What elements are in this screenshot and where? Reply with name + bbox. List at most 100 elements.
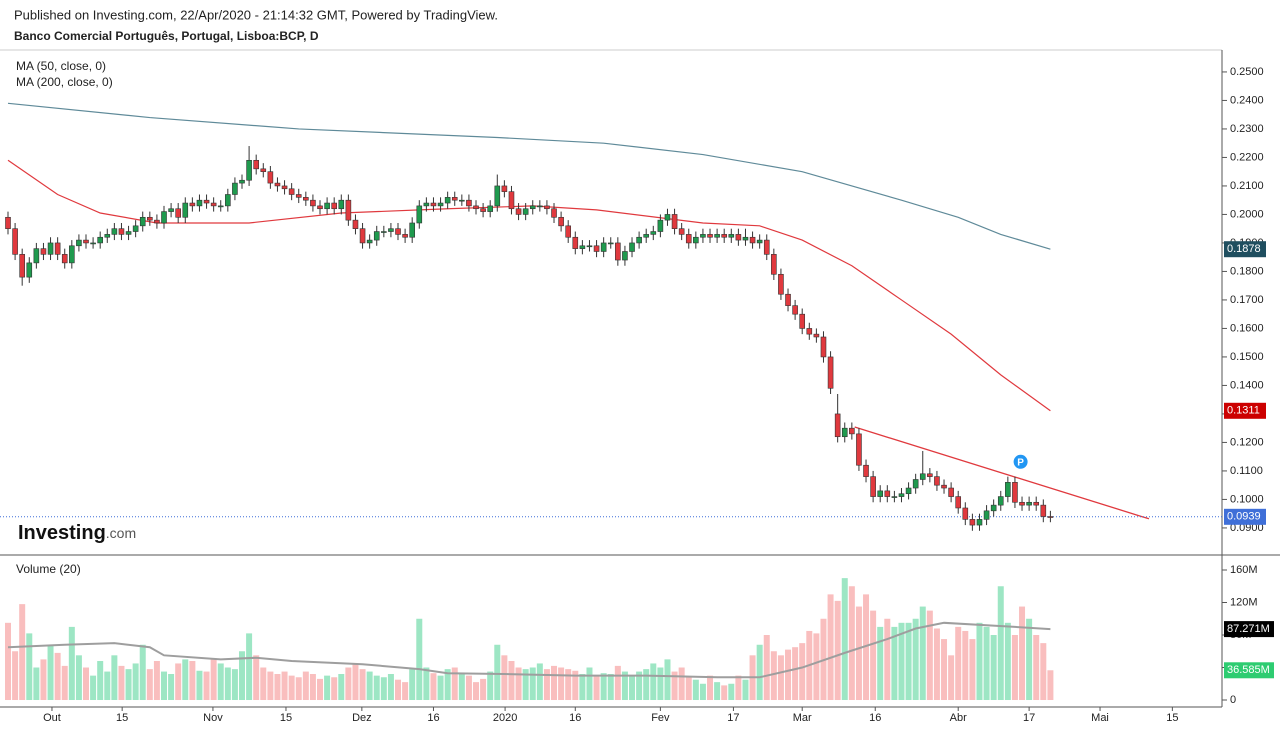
volume-bar [692,679,699,701]
volume-bar [210,659,217,701]
volume-bar [465,675,472,701]
candle-body [572,236,579,249]
volume-bar [969,639,976,701]
x-tick-label: Out [43,712,61,724]
volume-title: Volume (20) [16,562,81,576]
volume-bar [1040,643,1047,701]
candle-body [685,234,692,244]
candle-body [1019,501,1025,506]
volume-bar [792,647,799,701]
x-tick-label: 17 [727,712,739,724]
volume-bar [302,671,309,701]
volume-bar [770,651,777,701]
candle-body [5,216,11,229]
candle-body [841,427,848,438]
volume-bar [636,671,643,701]
candle-body [721,234,728,238]
value-tag-label: 0.1878 [1227,243,1261,255]
x-tick-label: 15 [280,712,292,724]
volume-bar [153,661,160,701]
candle-body [735,234,742,241]
volume-bar [97,661,104,701]
volume-bar [68,626,75,701]
volume-bar [551,665,558,701]
volume-bar [742,679,749,701]
y-tick-label: 0.1000 [1230,493,1264,505]
volume-bar [976,622,983,701]
candle-body [678,228,685,235]
volume-bar [104,671,111,701]
volume-bar [919,606,926,701]
volume-bar [848,586,855,701]
candle-body [480,208,486,212]
candle-body [1033,501,1040,506]
value-tag-label: 87.271M [1227,623,1270,635]
volume-bar [941,639,948,701]
volume-bar [834,600,841,701]
volume-bar [359,669,366,701]
volume-bar [132,663,139,701]
candle-body [437,202,444,207]
volume-bar [317,678,324,701]
candle-body [941,484,947,489]
candle-body [997,496,1004,506]
volume-bar [203,671,210,701]
candle-body [217,205,224,208]
candle-body [849,427,855,435]
volume-bar [898,622,905,701]
annotation-marker [1013,454,1028,469]
volume-bar [239,651,246,701]
volume-bar [565,669,572,701]
candle-body [352,219,359,229]
volume-bar [40,659,47,701]
volume-bar [324,675,331,701]
logo-brand: Investing.com [18,522,136,544]
candle-body [40,248,47,255]
legend-entry: MA (200, close, 0) [16,75,113,89]
volume-bar [543,669,550,701]
volume-bar [331,677,338,701]
volume-bar [905,622,912,701]
x-tick-label: 16 [427,712,439,724]
candle-body [232,182,238,195]
candle-body [615,242,621,261]
y-tick-label: 120M [1230,596,1258,608]
volume-bar [813,633,820,701]
candle-body [593,245,600,252]
y-tick-label: 0.2100 [1230,180,1264,192]
volume-bar [111,655,118,701]
candle-body [61,254,68,264]
volume-bar [437,675,444,701]
candle-body [139,216,146,227]
candle-body [863,464,869,477]
volume-bar [863,594,870,701]
volume-bar [664,659,671,701]
candle-body [515,208,522,215]
volume-bar [146,669,153,701]
candle-body [310,199,316,207]
candle-body [983,510,990,520]
candle-body [891,496,898,498]
candle-body [69,245,75,264]
line [7,159,1051,412]
candle-body [700,234,706,238]
volume-bar [1019,606,1026,701]
volume-bar [395,679,402,701]
candle-body [345,199,352,221]
volume-bar [224,667,231,701]
volume-bar [83,667,90,701]
candle-body [1047,516,1054,518]
candle-body [579,245,586,249]
volume-bar [196,670,203,701]
candle-body [168,208,174,212]
volume-bar [586,667,593,701]
candle-body [210,202,217,207]
candle-body [856,433,862,466]
x-tick-label: 16 [569,712,581,724]
volume-bar [841,578,848,701]
volume-bar [12,651,19,701]
volume-bar [756,644,763,701]
x-tick-label: Fev [651,712,670,724]
volume-bar [699,683,706,701]
volume-bar [777,655,784,701]
